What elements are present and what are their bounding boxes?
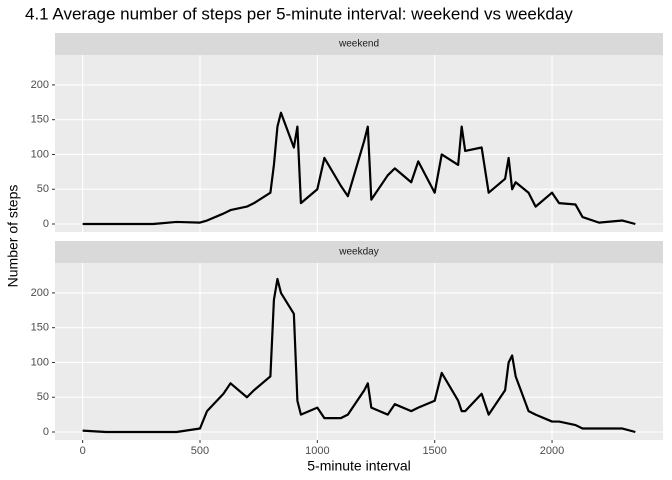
data-line [82,111,636,226]
panel-background [55,55,663,232]
facet-label: weekday [338,247,378,258]
x-tick-label: 1000 [305,445,329,457]
y-tick-label: 150 [31,114,49,126]
y-tick-label: 0 [43,218,49,230]
x-tick-label: 1500 [422,445,446,457]
chart-title: 4.1 Average number of steps per 5-minute… [25,4,573,23]
x-axis-label: 5-minute interval [307,458,411,474]
x-tick-label: 0 [80,445,86,457]
facet-strip [55,33,663,55]
y-tick-label: 150 [31,322,49,334]
y-tick-label: 100 [31,148,49,160]
y-tick-label: 200 [31,287,49,299]
y-tick-label: 100 [31,356,49,368]
facet-label: weekend [338,39,379,50]
y-tick-label: 50 [37,391,49,403]
panel-background [55,263,663,440]
y-tick-label: 200 [31,79,49,91]
y-tick-label: 0 [43,426,49,438]
facet-strip [55,241,663,263]
y-tick-label: 50 [37,183,49,195]
data-line [82,277,636,434]
y-axis-label: Number of steps [5,185,21,288]
x-tick-label: 500 [191,445,209,457]
x-tick-label: 2000 [540,445,564,457]
